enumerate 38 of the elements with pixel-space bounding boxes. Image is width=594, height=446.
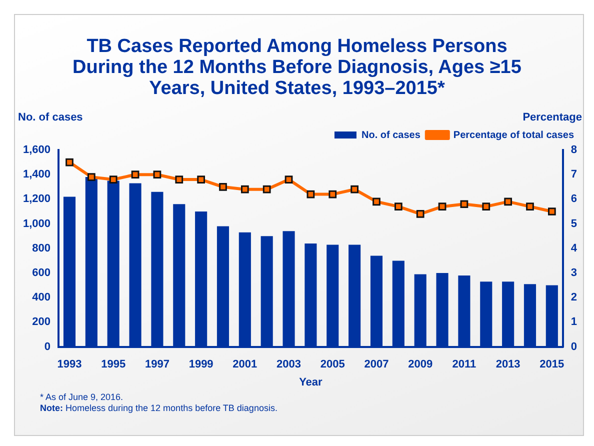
x-axis-title: Year [299,376,324,389]
x-tick-label: 1999 [188,358,214,370]
x-tick-label: 1997 [144,358,170,370]
y2-tick-label: 7 [570,168,578,181]
x-tick-label: 1993 [57,358,82,370]
x-tick-label: 2015 [540,358,564,370]
y2-tick-label: 4 [570,242,578,254]
x-tick-label: 2013 [496,358,520,370]
y-tick-label: 1,600 [22,144,51,156]
y2-tick-label: 1 [570,316,578,328]
y2-tick-label: 6 [570,193,578,206]
text: * As of June 9, 2016. [40,392,124,403]
chart-title: TB Cases Reported Among Homeless Persons During the 12 Months Before Diagnosis, Ages ≥15 Years, United States, 1993–2015* [72,36,522,99]
x-tick-label: 2009 [408,358,433,370]
y2-axis-title: Percentage [522,112,582,124]
x-tick-label: 2007 [364,358,389,370]
y-tick-label: 600 [32,267,51,280]
y2-tick-label: 5 [570,218,578,230]
x-tick-label: 2003 [276,358,302,370]
legend-label: No. of cases [361,130,421,141]
y-axis-title: No. of cases [18,112,83,124]
y-tick-label: 1,200 [22,193,51,206]
text: Note: Homeless during the 12 months before TB diagnosis. [40,403,278,414]
y2-tick-label: 0 [570,340,578,353]
x-tick-label: 1995 [101,358,126,370]
y2-tick-label: 8 [570,144,578,156]
x-tick-label: 2011 [452,358,476,370]
y2-tick-label: 3 [570,267,578,280]
legend-label: Percentage of total cases [453,130,574,141]
y2-tick-label: 2 [570,292,578,304]
y-tick-label: 800 [32,242,51,254]
y-tick-label: 1,400 [22,168,51,181]
y-tick-label: 1,000 [22,218,51,230]
y-tick-label: 0 [44,340,51,353]
y-tick-label: 200 [32,316,51,328]
x-tick-label: 2001 [232,358,258,370]
y-tick-label: 400 [32,292,51,304]
x-tick-label: 2005 [320,358,345,370]
